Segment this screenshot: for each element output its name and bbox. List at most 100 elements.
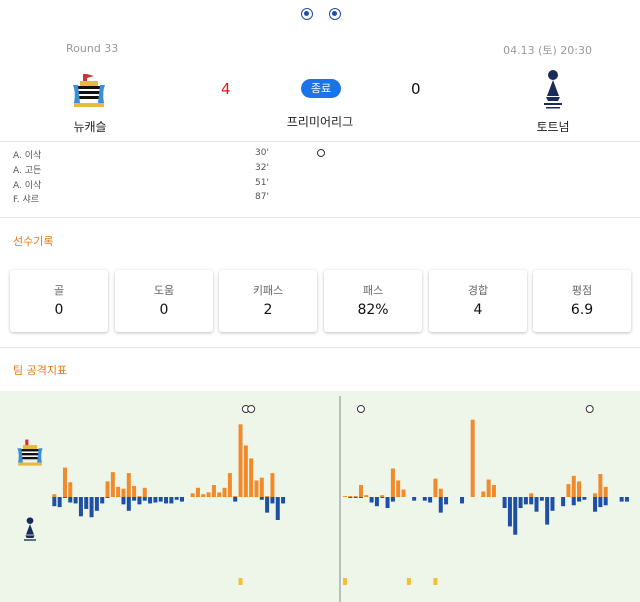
away-attack-bar bbox=[68, 497, 73, 503]
yellow-card-marker bbox=[238, 578, 243, 585]
away-attack-bar bbox=[52, 497, 57, 507]
away-attack-bar bbox=[598, 497, 603, 508]
stat-card-duels: 경합 4 bbox=[429, 270, 527, 332]
away-attack-bar bbox=[523, 497, 528, 505]
home-attack-bar bbox=[254, 480, 259, 497]
tottenham-crest-icon bbox=[24, 517, 36, 541]
away-attack-bar bbox=[105, 497, 110, 498]
home-attack-bar bbox=[211, 485, 216, 497]
away-attack-bar bbox=[142, 497, 147, 501]
home-attack-bar bbox=[481, 491, 486, 497]
stat-value: 0 bbox=[159, 302, 169, 318]
event-player: A. 이삭 bbox=[13, 151, 42, 161]
home-attack-bar bbox=[470, 419, 475, 497]
away-attack-bar bbox=[169, 497, 174, 504]
away-attack-bar bbox=[153, 497, 158, 503]
stat-label: 도움 bbox=[153, 284, 175, 297]
away-attack-bar bbox=[259, 497, 264, 500]
home-attack-bar bbox=[358, 485, 363, 497]
stat-label: 골 bbox=[53, 284, 65, 297]
away-attack-bar bbox=[545, 497, 550, 525]
goal-marker-icon bbox=[585, 405, 594, 413]
away-attack-bar bbox=[126, 497, 131, 511]
away-attack-bar bbox=[89, 497, 94, 518]
event-minute: 32' bbox=[255, 163, 269, 173]
attack-index-bars bbox=[52, 396, 629, 602]
away-attack-bar bbox=[422, 497, 427, 501]
away-attack-bar bbox=[270, 497, 275, 504]
stat-card-goals: 골 0 bbox=[10, 270, 108, 332]
stat-value: 2 bbox=[263, 302, 273, 318]
pager-dot-1[interactable] bbox=[301, 8, 313, 20]
home-attack-bar bbox=[217, 492, 222, 497]
away-team-name[interactable]: 토트넘 bbox=[536, 120, 570, 134]
divider bbox=[0, 141, 640, 142]
pager-dot-2[interactable] bbox=[329, 8, 341, 20]
home-attack-bar bbox=[68, 482, 73, 497]
stat-value: 4 bbox=[473, 302, 483, 318]
away-attack-bar bbox=[518, 497, 523, 509]
home-attack-bar bbox=[249, 458, 254, 497]
home-attack-bar bbox=[577, 481, 582, 497]
yellow-card-marker bbox=[343, 578, 347, 585]
stat-card-passes: 패스 82% bbox=[324, 270, 422, 332]
home-attack-bar bbox=[529, 493, 534, 497]
stat-card-key-passes: 키패스 2 bbox=[219, 270, 317, 332]
away-attack-bar bbox=[100, 497, 105, 504]
away-attack-bar bbox=[374, 497, 379, 507]
away-attack-bar bbox=[265, 497, 270, 513]
home-attack-bar bbox=[243, 445, 248, 497]
newcastle-crest-icon bbox=[17, 439, 43, 466]
stat-value: 82% bbox=[357, 302, 389, 318]
away-attack-bar bbox=[438, 497, 443, 513]
away-attack-bar bbox=[73, 497, 78, 504]
home-attack-bar bbox=[438, 488, 443, 497]
home-attack-bar bbox=[116, 486, 121, 497]
away-attack-bar bbox=[561, 497, 566, 507]
event-player: A. 이삭 bbox=[13, 181, 42, 191]
away-attack-bar bbox=[428, 497, 433, 503]
home-attack-bar bbox=[206, 492, 211, 497]
tottenham-crest-icon bbox=[544, 70, 562, 109]
soccer-ball-icon bbox=[317, 149, 325, 157]
away-attack-bar bbox=[281, 497, 286, 504]
home-attack-bar bbox=[222, 487, 227, 497]
away-attack-bar bbox=[460, 497, 465, 504]
home-attack-bar bbox=[105, 481, 110, 497]
away-attack-bar bbox=[624, 497, 629, 502]
home-attack-bar bbox=[593, 493, 598, 497]
home-attack-bar bbox=[433, 478, 438, 497]
home-attack-bar bbox=[238, 424, 243, 497]
divider bbox=[0, 217, 640, 218]
away-attack-bar bbox=[180, 497, 184, 502]
home-attack-bar bbox=[126, 473, 131, 497]
stat-card-rating: 평점 6.9 bbox=[533, 270, 631, 332]
away-attack-bar bbox=[132, 497, 137, 501]
home-score: 4 bbox=[221, 80, 231, 98]
round-label: Round 33 bbox=[66, 42, 119, 55]
league-name[interactable]: 프리미어리그 bbox=[286, 115, 354, 129]
away-attack-bar bbox=[380, 497, 385, 498]
away-attack-bar bbox=[582, 497, 587, 500]
away-attack-bar bbox=[358, 497, 363, 498]
home-team-name[interactable]: 뉴캐슬 bbox=[73, 120, 107, 134]
yellow-card-marker bbox=[433, 578, 438, 585]
home-attack-bar bbox=[132, 485, 137, 497]
away-attack-bar bbox=[444, 497, 449, 505]
home-attack-bar bbox=[571, 475, 576, 497]
away-attack-bar bbox=[593, 497, 598, 512]
home-attack-bar bbox=[348, 496, 353, 497]
home-attack-bar bbox=[396, 480, 401, 497]
event-minute: 87' bbox=[255, 192, 269, 202]
away-attack-bar bbox=[390, 497, 395, 502]
stat-label: 키패스 bbox=[252, 284, 284, 297]
stat-card-assists: 도움 0 bbox=[115, 270, 213, 332]
stat-label: 패스 bbox=[362, 284, 384, 297]
away-attack-bar bbox=[62, 497, 67, 498]
home-attack-bar bbox=[52, 494, 57, 497]
home-attack-bar bbox=[603, 486, 608, 497]
away-attack-bar bbox=[78, 497, 83, 517]
divider bbox=[0, 347, 640, 348]
match-datetime: 04.13 (토) 20:30 bbox=[503, 44, 592, 57]
event-player: F. 샤르 bbox=[13, 195, 40, 205]
